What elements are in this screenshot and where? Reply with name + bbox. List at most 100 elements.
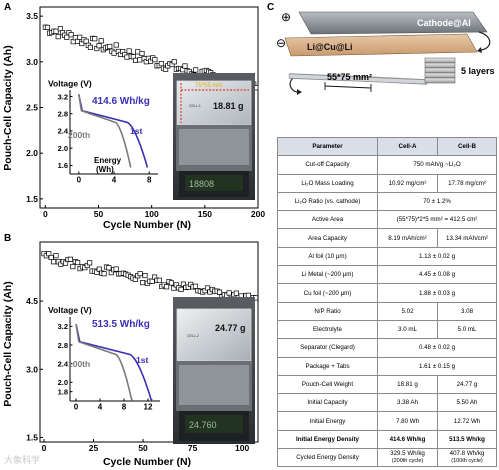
photo-b-cell-tag: CELL-2: [187, 334, 199, 338]
anode-label: Li@Cu@Li: [307, 42, 353, 52]
cell-b-value: 17.78 mg/cm²: [437, 173, 497, 193]
capacity-point: [113, 266, 119, 272]
header-cell-b: Cell-B: [437, 136, 497, 157]
cell-b-value: 5.0 mL: [437, 319, 497, 340]
panel-letter-a: A: [4, 2, 12, 13]
param-cell: Initial Capacity: [277, 393, 378, 413]
inset-y-tick-label: 1.8: [58, 387, 68, 396]
minus-terminal-icon: ⊖: [277, 36, 286, 50]
inset-x-tick-label: 4: [112, 176, 117, 185]
header-cell-a: Cell-A: [377, 136, 438, 157]
curve-label-200th: 200th: [68, 130, 90, 140]
param-cell: Initial Energy: [277, 411, 378, 431]
param-cell: Initial Energy Density: [277, 429, 378, 450]
y-tick-label: 1.5: [26, 432, 38, 442]
capacity-point: [137, 57, 143, 63]
folded-stack-fill: [288, 73, 428, 85]
capacity-point: [171, 59, 177, 65]
inset-x-tick-label: 4: [98, 403, 103, 412]
photo-a-scale-readout: 18808: [189, 179, 214, 189]
cell-b-value: 13.34 mAh/cm²: [437, 228, 497, 248]
discharge-curve-1st: [78, 94, 149, 168]
capacity-point: [152, 57, 158, 63]
table-header-row: Parameter Cell-A Cell-B: [277, 136, 497, 157]
photo-b-scale-readout: 24.760: [189, 420, 217, 430]
x-tick-label: 50: [138, 443, 148, 453]
chart-a-ylabel: Pouch-Cell Capacity (Ah): [2, 45, 14, 170]
capacity-point: [75, 259, 81, 266]
table-row: Initial Capacity 3.38 Ah 5.50 Ah: [277, 393, 497, 413]
inset-x-tick-label: 12: [144, 403, 153, 412]
cell-b-value: 513.5 Wh/kg: [437, 429, 497, 450]
inset-a-energy-density: 414.6 Wh/kg: [92, 96, 150, 107]
five-layer-stack: [424, 57, 456, 84]
inset-b-energy-density: 513.5 Wh/kg: [92, 319, 150, 330]
capacity-point: [126, 48, 132, 54]
inset-y-tick-label: 2.0: [58, 144, 68, 153]
capacity-point: [168, 280, 174, 286]
shared-value-cell: 4.45 ± 0.08 g: [377, 265, 497, 285]
curve-label-1st: 1st: [136, 355, 148, 365]
param-cell: Al foil (10 μm): [277, 246, 378, 267]
capacity-point: [92, 36, 98, 42]
capacity-point: [70, 264, 76, 270]
capacity-point: [137, 271, 143, 277]
table-row: Li Metal (~200 μm) 4.45 ± 0.08 g: [277, 265, 497, 285]
x-tick-label: 75: [188, 443, 198, 453]
chart-b-xlabel: Cycle Number (N): [103, 456, 191, 468]
x-tick-label: 0: [42, 443, 47, 453]
discharge-curve-100th: [75, 323, 133, 401]
capacity-point: [111, 50, 117, 56]
x-tick-label: 200: [251, 209, 265, 219]
param-cell: Active Area: [277, 210, 378, 230]
cell-a-value: 8.19 mAh/cm²: [377, 228, 438, 248]
y-tick-label: 3.0: [26, 364, 38, 374]
capacity-point: [96, 43, 102, 49]
cell-b-value: 5.50 Ah: [437, 393, 497, 413]
cell-a-value: 414.6 Wh/kg: [377, 429, 438, 450]
cell-b-value: 24.77 g: [437, 374, 497, 395]
param-cell: Pouch-Cell Weight: [277, 374, 378, 395]
layers-label: 5 layers: [461, 66, 495, 76]
capacity-point: [164, 284, 170, 290]
cell-a-value: 329.5 Wh/kg (200th cycle): [377, 448, 438, 468]
param-cell: Cu foil (~200 μm): [277, 283, 378, 303]
table-row: Initial Energy Density 414.6 Wh/kg 513.5 W…: [277, 429, 497, 450]
capacity-point: [132, 57, 139, 63]
cell-a-value: 10.92 mg/cm²: [377, 173, 438, 193]
cell-b-value: 12.72 Wh: [437, 411, 497, 431]
table-row: Active Area (55*75)*2*5 mm² = 412.5 cm²: [277, 210, 497, 230]
fold-arrow-icon: [478, 31, 491, 51]
inset-y-tick-label: 1.6: [58, 161, 68, 170]
capacity-point: [87, 44, 93, 50]
table-row: Cycled Energy Density 329.5 Wh/kg (200th c…: [277, 448, 497, 468]
capacity-point: [140, 280, 146, 286]
shared-value-cell: 0.48 ± 0.02 g: [377, 338, 497, 358]
discharge-curve-1st: [75, 323, 153, 401]
cathode-label: Cathode@Al: [417, 18, 471, 28]
table-row: Al foil (10 μm) 1.13 ± 0.02 g: [277, 246, 497, 267]
table-row: Package + Tabs 1.61 ± 0.15 g: [277, 356, 497, 376]
shared-value-cell: 1.88 ± 0.03 g: [377, 283, 497, 303]
anode-layer: Li@Cu@Li: [284, 33, 478, 57]
capacity-point: [55, 34, 61, 40]
capacity-point: [156, 277, 162, 283]
param-cell: Li Metal (~200 μm): [277, 265, 378, 285]
capacity-point: [107, 43, 113, 50]
y-tick-label: 4.5: [26, 296, 38, 306]
inset-y-tick-label: 3.2: [58, 322, 68, 331]
param-cell: Area Capacity: [277, 228, 378, 248]
inset-x-tick-label: 8: [122, 403, 127, 412]
table-row: Initial Energy 7.80 Wh 12.72 Wh: [277, 411, 497, 431]
cell-a-value: 18.81 g: [377, 374, 438, 395]
table-row: Area Capacity 8.19 mAh/cm² 13.34 mAh/cm²: [277, 228, 497, 248]
photo-cell-a: 75*55 mm CELL-1 18.81 g 18808: [173, 73, 255, 200]
shared-value-cell: 1.13 ± 0.02 g: [377, 246, 497, 267]
panel-letter-c: C: [267, 2, 275, 13]
x-tick-label: 50: [94, 209, 104, 219]
curve-label-100th: 100th: [68, 359, 90, 369]
capacity-point: [216, 289, 223, 295]
param-cell: Package + Tabs: [277, 356, 378, 376]
table-row: Cut-off Capacity 750 mAh/g ~Li₂O: [277, 155, 497, 175]
inset-y-tick-label: 3.2: [58, 92, 68, 101]
